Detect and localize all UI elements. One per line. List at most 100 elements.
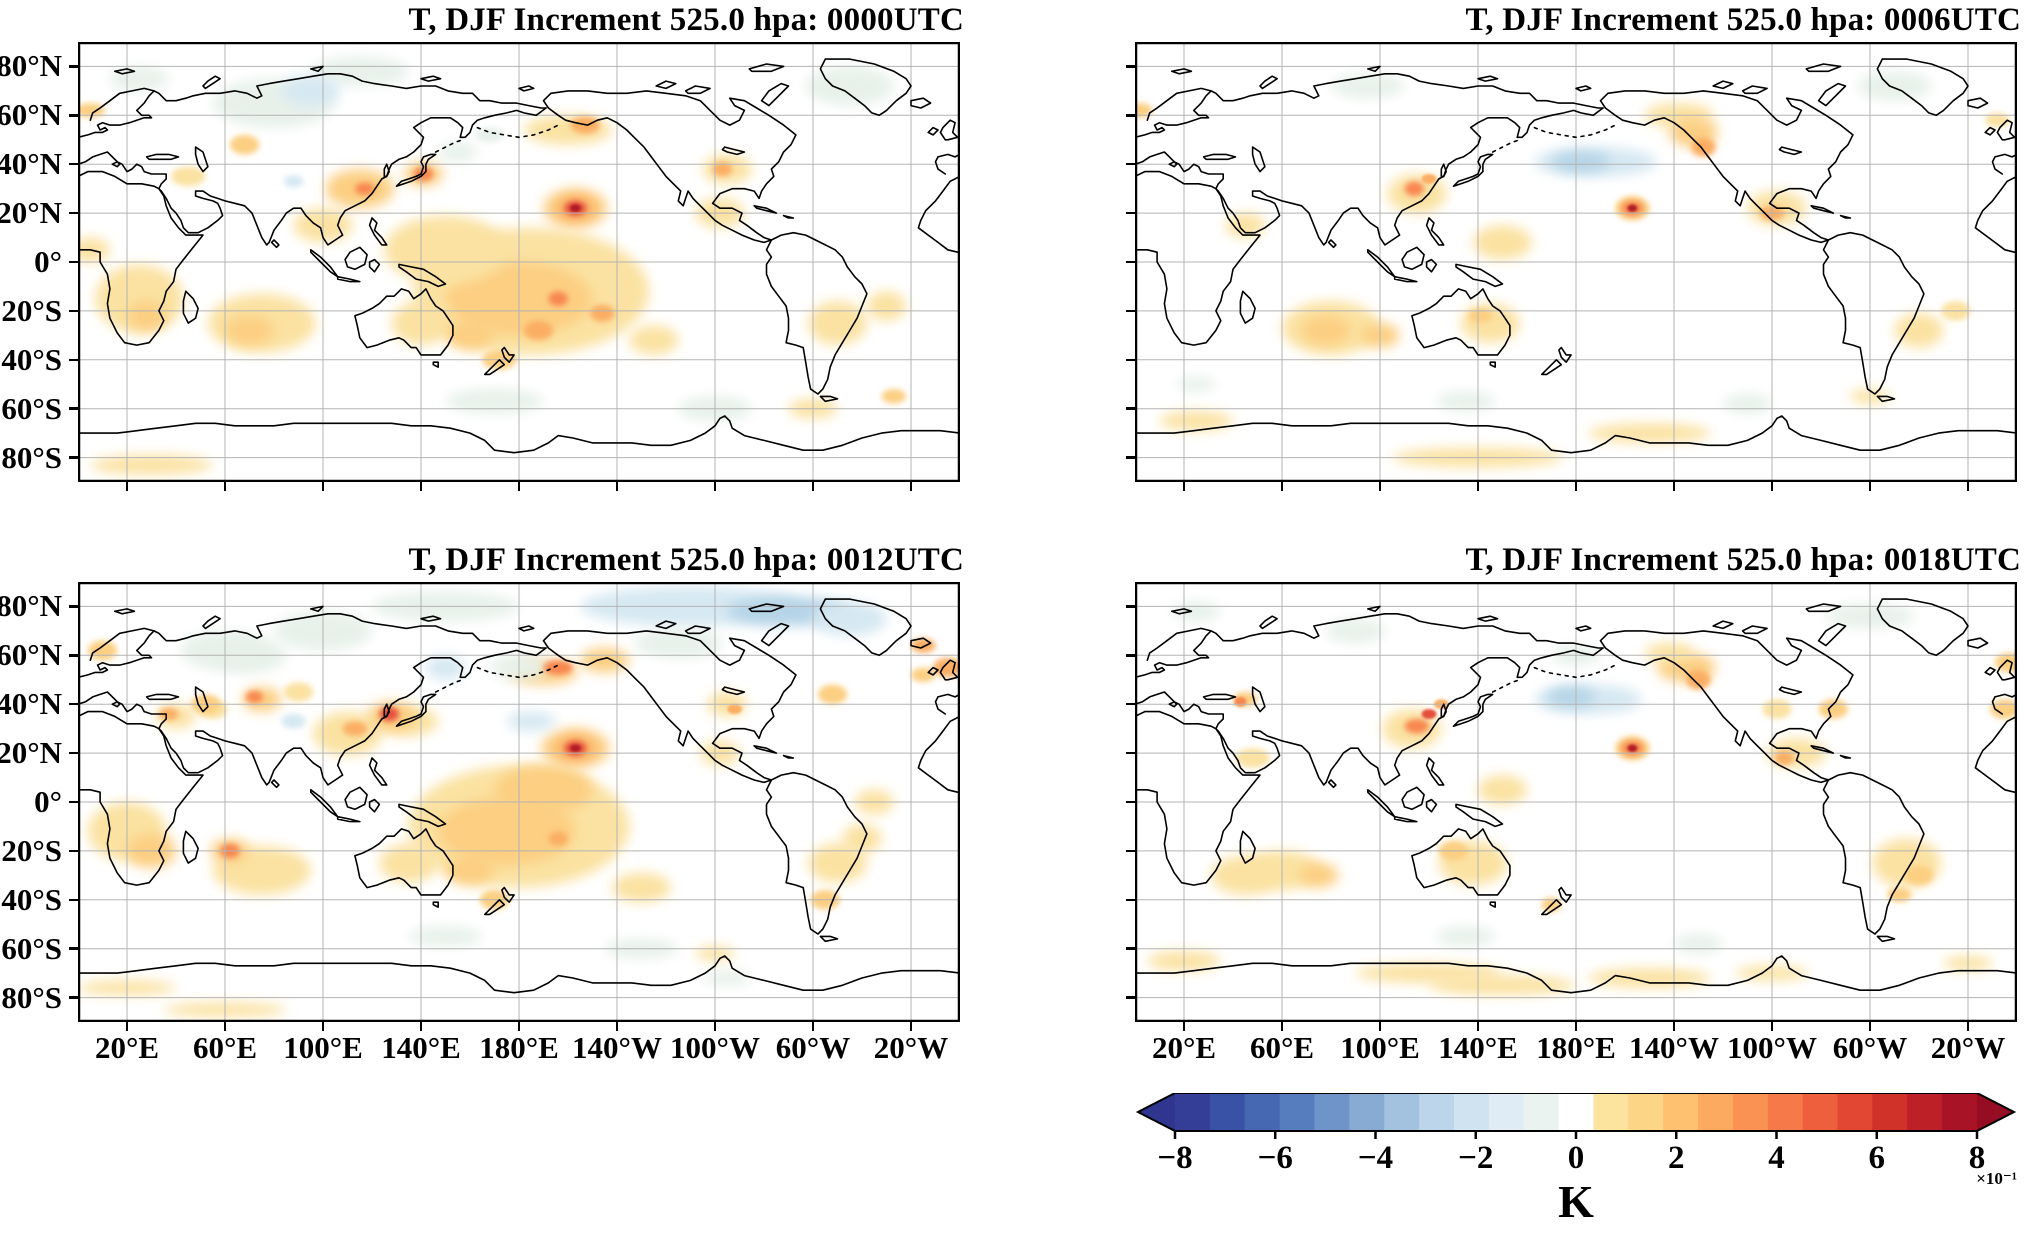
coastline-path xyxy=(78,647,547,786)
colorbar-segment xyxy=(1628,1093,1664,1131)
coastline-path xyxy=(1440,163,1447,178)
coastline-path xyxy=(1984,666,1996,676)
coastline-path xyxy=(153,73,547,109)
coastline-path xyxy=(934,156,947,175)
coastline-path xyxy=(1401,786,1425,811)
coastline-path xyxy=(1425,217,1445,246)
anomaly-blobs xyxy=(1147,601,2017,996)
coastline-path xyxy=(1251,146,1266,173)
anomaly-blob xyxy=(127,301,167,331)
anomaly-blob xyxy=(813,601,887,636)
coastline-path xyxy=(1599,630,1854,784)
coastline-path xyxy=(655,620,677,630)
map-frame xyxy=(78,582,960,1022)
lat-axis-tick xyxy=(1126,702,1135,706)
colorbar-tick xyxy=(1274,1131,1277,1139)
coastline-path xyxy=(1996,659,2016,681)
coastline-path xyxy=(78,955,960,994)
grid-lines xyxy=(1135,42,2017,482)
anomaly-blob xyxy=(474,127,505,143)
lon-axis-tick xyxy=(615,482,619,491)
lat-axis-tick xyxy=(69,849,78,853)
anomaly-blob xyxy=(727,704,742,714)
anomaly-blob xyxy=(1588,968,1711,988)
coastline-path xyxy=(194,146,209,173)
coastline-path xyxy=(1822,771,1925,935)
lat-axis-tick xyxy=(69,702,78,706)
coastline-path xyxy=(1367,65,1381,73)
lon-axis-tick xyxy=(1770,1022,1774,1031)
anomaly-blob xyxy=(1460,303,1520,343)
lon-axis-tick xyxy=(1182,1022,1186,1031)
coastline-path xyxy=(1210,613,1604,649)
lat-axis-tick xyxy=(1126,456,1135,459)
lat-axis-tick xyxy=(69,456,78,459)
lon-axis-tick xyxy=(125,1022,129,1031)
map-panel-0000utc: T, DJF Increment 525.0 hpa: 0000UTC 80°N… xyxy=(0,2,964,491)
lon-axis-tick xyxy=(321,482,325,491)
lon-axis-tick xyxy=(1868,1022,1872,1031)
anomaly-blob xyxy=(506,711,556,732)
coastline-path xyxy=(434,679,464,693)
lat-tick-label: 20°N xyxy=(0,735,62,771)
coastline-path xyxy=(310,605,324,613)
coastline-path xyxy=(1974,175,2017,253)
anomaly-blob xyxy=(817,684,848,705)
colorbar-tick xyxy=(1574,1131,1578,1139)
lon-tick-label: 140°E xyxy=(1438,1030,1518,1065)
anomaly-blob xyxy=(570,204,581,213)
anomaly-blob xyxy=(283,175,304,188)
coastline-path xyxy=(483,359,506,376)
coastline-path xyxy=(1967,637,1989,649)
colorbar: −8 −6 −4 −2 0 2 4 6 8 K ×10⁻¹ xyxy=(1135,1092,2017,1233)
coastline-path xyxy=(1367,605,1381,613)
coastline-path xyxy=(1202,693,1237,701)
coastline-path xyxy=(1491,139,1521,153)
coastline-path xyxy=(1367,789,1396,818)
coastline-path xyxy=(1455,803,1504,828)
coastline-path xyxy=(432,901,439,908)
lon-axis-tick xyxy=(419,482,423,491)
lat-axis-tick xyxy=(1126,260,1135,264)
anomaly-blob xyxy=(1887,887,1912,903)
anomaly-blob xyxy=(1644,643,1694,663)
coastline-path xyxy=(78,170,204,346)
coastline-path xyxy=(939,659,959,681)
coastline-path xyxy=(1810,205,1835,214)
lat-tick-label: 80°S xyxy=(1,979,62,1015)
coastline-path xyxy=(1491,679,1521,693)
coastline-path xyxy=(310,65,324,73)
anomaly-blob xyxy=(1857,71,1932,101)
lat-axis-tick xyxy=(69,358,78,362)
coastline-path xyxy=(395,693,437,727)
lat-axis-tick xyxy=(1126,309,1135,313)
anomaly-blob xyxy=(1551,152,1611,172)
lon-tick-label: 140°W xyxy=(572,1030,662,1065)
coastline-path xyxy=(782,214,795,219)
coastline-path xyxy=(434,139,464,153)
anomaly-blob xyxy=(543,660,573,675)
anomaly-blob xyxy=(1429,975,1576,996)
coastline-path xyxy=(420,615,442,622)
coastline-path xyxy=(760,82,790,107)
coastline-path xyxy=(1171,68,1193,75)
colorbar-tick-label: −8 xyxy=(1157,1140,1193,1176)
anomaly-blob xyxy=(445,320,495,350)
colorbar-segment xyxy=(1244,1093,1281,1131)
anomaly-blob xyxy=(933,657,960,678)
lon-tick-label: 20°W xyxy=(873,1030,949,1065)
coastline-path xyxy=(684,625,711,635)
anomaly-blob xyxy=(1225,213,1265,238)
lon-axis-tick xyxy=(1378,482,1382,491)
lat-axis-tick xyxy=(1126,654,1135,657)
colorbar-tick-label: 8 xyxy=(1968,1140,1986,1176)
coastline-path xyxy=(518,85,535,92)
lat-axis-tick xyxy=(1126,849,1135,853)
lat-tick-label: 80°N xyxy=(0,48,62,84)
lon-axis-tick xyxy=(909,482,913,491)
coastline-path xyxy=(1367,249,1396,278)
anomaly-blob xyxy=(1171,601,1221,622)
coastlines xyxy=(78,598,960,994)
colorbar-tick-label: −6 xyxy=(1257,1140,1293,1176)
lon-tick-label: 140°E xyxy=(381,1030,461,1065)
